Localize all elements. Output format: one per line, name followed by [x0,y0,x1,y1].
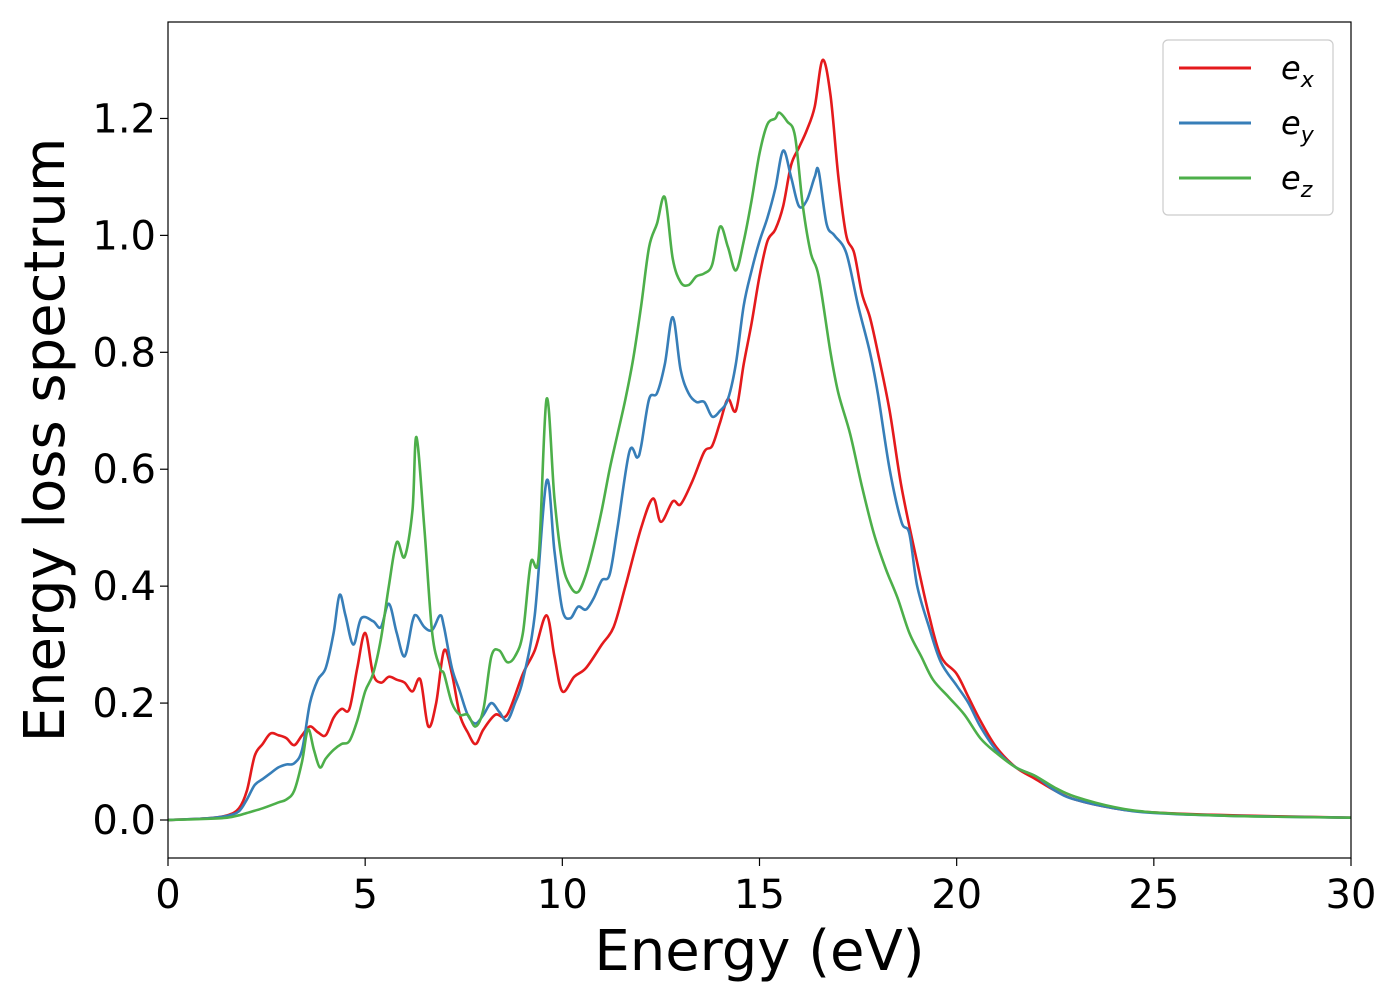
y-tick-label: 1.0 [92,213,156,259]
x-tick-label: 25 [1128,872,1179,918]
x-axis: 0 5 10 15 20 25 30 [155,858,1376,918]
y-tick-label: 0.8 [92,330,156,376]
y-tick-label: 0.2 [92,681,156,727]
x-axis-label: Energy (eV) [594,919,924,984]
legend-label-ey: ey [1281,104,1315,148]
x-tick-label: 30 [1326,872,1377,918]
y-axis-label: Energy loss spectrum [13,138,78,743]
y-tick-label: 0.0 [92,798,156,844]
x-tick-label: 15 [734,872,785,918]
x-tick-label: 0 [155,872,180,918]
legend-label-ex: ex [1281,49,1315,93]
y-tick-label: 0.4 [92,564,156,610]
series-line-ex [168,58,1351,822]
legend-label-ez: ez [1281,159,1313,203]
legend-box [1162,39,1334,216]
x-tick-label: 10 [537,872,588,918]
x-tick-label: 20 [931,872,982,918]
series-layer [168,58,1351,822]
y-tick-label: 0.6 [92,447,156,493]
x-tick-label: 5 [352,872,377,918]
y-axis: 0.0 0.2 0.4 0.6 0.8 1.0 1.2 [92,96,168,844]
series-line-ez [168,111,1351,822]
legend: ex ey ez [1162,39,1334,216]
series-line-ey [168,149,1351,822]
y-tick-label: 1.2 [92,96,156,142]
